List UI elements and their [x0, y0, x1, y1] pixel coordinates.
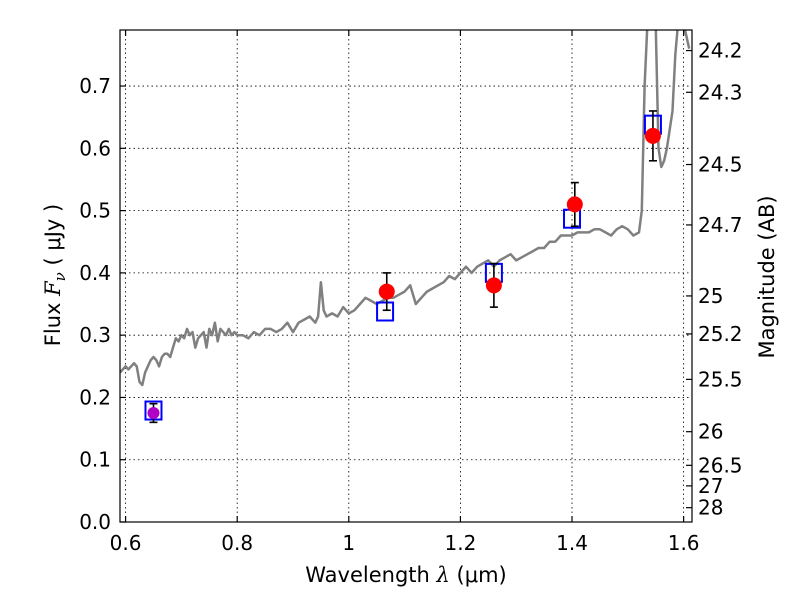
observed-point [644, 127, 661, 144]
model-square [376, 301, 395, 322]
spectrum-line [120, 30, 691, 387]
right-tick-label: 25.2 [698, 322, 743, 346]
plot-frame [119, 29, 693, 523]
y-tick-label: 0.3 [79, 323, 111, 347]
model-square [563, 208, 582, 229]
x-axis-unit-open: ( [450, 563, 465, 587]
x-axis-label: Wavelength λ (μm) [305, 563, 506, 587]
observed-point [566, 196, 583, 213]
observed-photometry-layer [147, 110, 661, 424]
model-photometry-layer [144, 114, 662, 421]
y-axis-unit: μJy [41, 219, 65, 251]
grid [120, 30, 692, 523]
right-tick-label: 24.7 [698, 213, 743, 237]
y-axis-symbol: F [41, 280, 65, 297]
y-tick-label: 0.6 [79, 136, 111, 160]
y-axis-subscript: ν [51, 272, 69, 281]
y-tick-label: 0.1 [79, 448, 111, 472]
right-tick-label: 28 [698, 496, 723, 520]
right-tick-label: 24.3 [698, 80, 743, 104]
y-tick-label: 0.7 [79, 74, 111, 98]
right-tick-label: 25 [698, 284, 723, 308]
y-axis-unit-close: ) [41, 204, 65, 219]
x-tick-label: 1.2 [445, 531, 477, 555]
x-tick-label: 1.4 [556, 531, 588, 555]
right-tick-label: 25.5 [698, 367, 743, 391]
x-axis-symbol: λ [436, 563, 450, 587]
right-tick-label: 27 [698, 474, 723, 498]
ticks-layer [120, 30, 692, 523]
y-tick-label: 0.0 [79, 510, 111, 534]
y-axis-label: Flux Fν ( μJy ) [41, 204, 69, 346]
right-tick-label: 26.5 [698, 453, 743, 477]
observed-point [147, 407, 160, 420]
x-axis-unit: μm [465, 563, 499, 587]
x-tick-label: 0.6 [110, 531, 142, 555]
right-tick-label: 24.2 [698, 39, 743, 63]
right-axis-label: Magnitude (AB) [755, 195, 779, 358]
right-tick-label: 24.5 [698, 153, 743, 177]
right-tick-label: 26 [698, 420, 723, 444]
spectrum-layer [120, 30, 691, 387]
observed-point [485, 277, 502, 294]
x-axis-unit-close: ) [499, 563, 507, 587]
tick-labels-layer: 0.6 0.8 1 1.2 1.4 1.6 0.0 0.1 0.2 0.3 0.4 0.5 0.6 0.7… [79, 39, 742, 555]
x-axis-label-text: Wavelength [305, 563, 436, 587]
y-axis-label-text: Flux [41, 296, 65, 346]
x-tick-label: 0.8 [221, 531, 253, 555]
y-axis-unit-open: ( [41, 251, 65, 273]
observed-point [378, 283, 395, 300]
y-tick-label: 0.2 [79, 385, 111, 409]
x-tick-label: 1 [342, 531, 355, 555]
x-tick-label: 1.6 [668, 531, 700, 555]
y-tick-label: 0.5 [79, 199, 111, 223]
y-tick-label: 0.4 [79, 261, 111, 285]
